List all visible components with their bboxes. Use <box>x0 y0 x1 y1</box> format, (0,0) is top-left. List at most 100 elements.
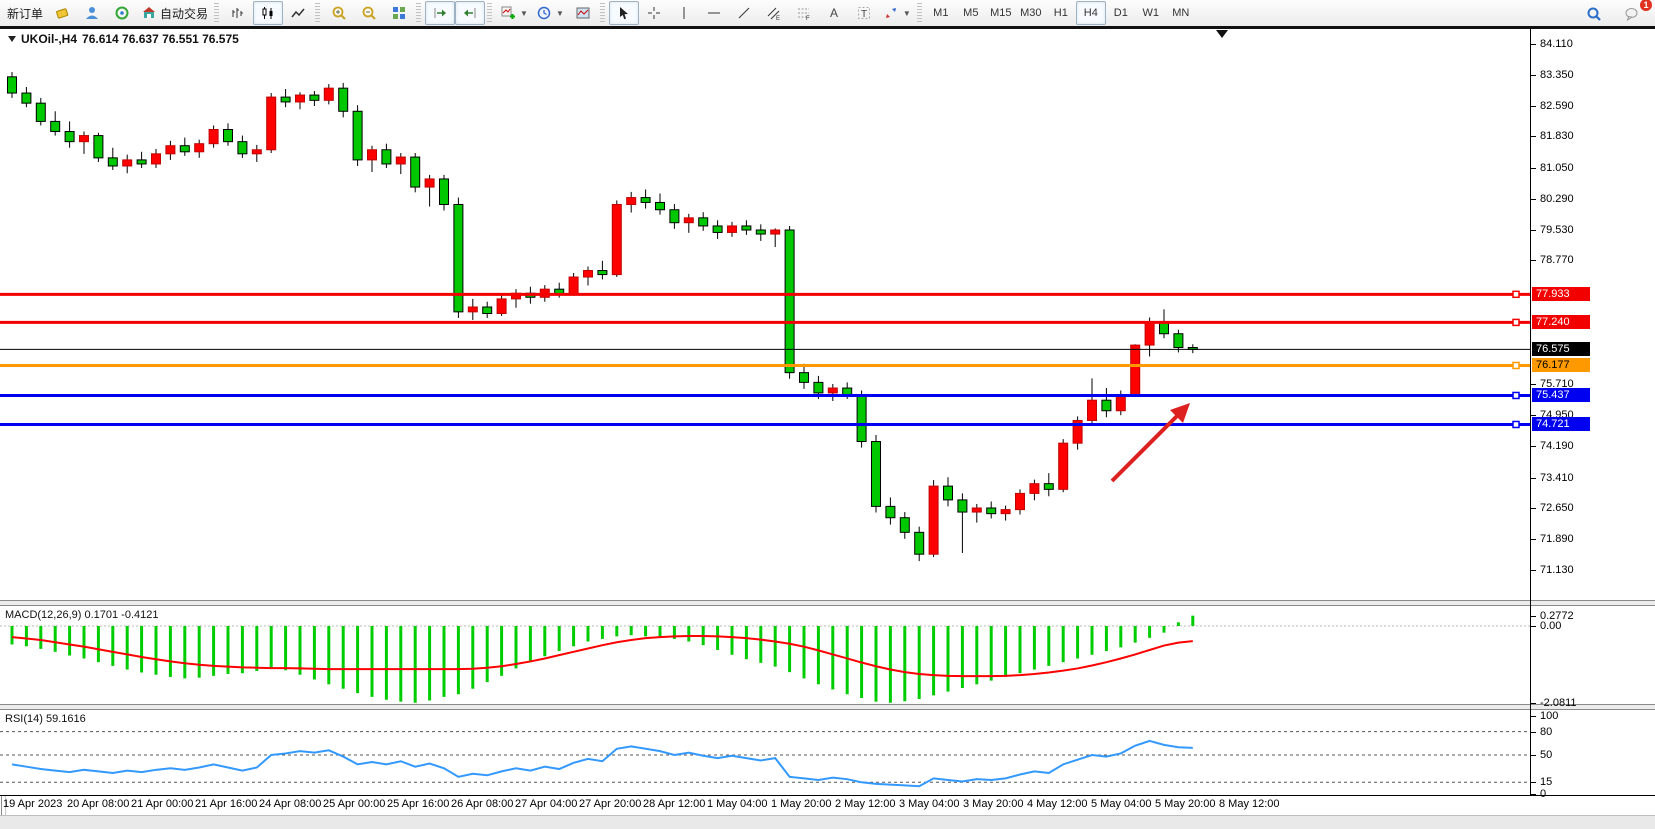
line-handle[interactable] <box>1512 290 1520 299</box>
tf-w1-button[interactable]: W1 <box>1136 1 1166 25</box>
toolbar-grip[interactable] <box>487 3 493 23</box>
axis-tick-label: 72.650 <box>1540 502 1574 514</box>
date-label: 25 Apr 16:00 <box>387 798 450 810</box>
panel-splitter[interactable] <box>0 704 1655 710</box>
line-handle[interactable] <box>1512 420 1520 429</box>
text-button[interactable]: A <box>819 1 849 25</box>
axis-tick-label: 0.00 <box>1540 620 1562 632</box>
toolbar-grip[interactable] <box>599 3 605 23</box>
arrows-button[interactable]: ▼ <box>879 1 915 25</box>
channel-icon: E <box>766 5 782 21</box>
macd-indicator-plot[interactable] <box>0 606 1530 704</box>
tf-m15-button[interactable]: M15 <box>986 1 1016 25</box>
candle <box>280 88 291 108</box>
autoscroll-icon <box>432 5 448 21</box>
tf-mn-button[interactable]: MN <box>1166 1 1196 25</box>
zoom-in-button[interactable] <box>324 1 354 25</box>
chat-button[interactable]: 1 <box>1617 0 1652 26</box>
template-icon <box>575 5 591 21</box>
axis-tick-label: 80.290 <box>1540 193 1574 205</box>
candle <box>309 91 320 107</box>
toolbar-grip[interactable] <box>315 3 321 23</box>
indicators-button[interactable]: ▼ <box>496 1 532 25</box>
tf-m5-button[interactable]: M5 <box>956 1 986 25</box>
line-chart-button[interactable] <box>283 1 313 25</box>
tf-mn-button-label: MN <box>1172 7 1190 19</box>
rsi-label: RSI(14) 59.1616 <box>5 713 86 725</box>
tf-d1-button[interactable]: D1 <box>1106 1 1136 25</box>
candle <box>928 480 939 558</box>
new-order-button[interactable]: 新订单 <box>3 1 47 25</box>
date-label: 24 Apr 08:00 <box>259 798 322 810</box>
trendline-button[interactable] <box>729 1 759 25</box>
navigator-button[interactable] <box>107 1 137 25</box>
chart-shift-button[interactable] <box>455 1 486 25</box>
toolbar-grip[interactable] <box>416 3 422 23</box>
text-label-button[interactable]: T <box>849 1 879 25</box>
candle <box>107 147 118 171</box>
axis-tick-label: 81.050 <box>1540 162 1574 174</box>
person-icon <box>84 5 100 21</box>
cursor-button[interactable] <box>608 1 639 25</box>
candlestick-button[interactable] <box>253 1 284 25</box>
zoom-out-button[interactable] <box>354 1 384 25</box>
axis-tick-label: 71.890 <box>1540 533 1574 545</box>
tiles-icon <box>391 5 407 21</box>
collapse-triangle-icon[interactable] <box>8 36 16 42</box>
toolbar-grip[interactable] <box>214 3 220 23</box>
chart-shift-marker[interactable] <box>1216 30 1228 38</box>
toolbar-grip[interactable] <box>916 3 922 23</box>
candle <box>367 145 377 173</box>
equidistant-channel-button[interactable]: E <box>759 1 789 25</box>
crosshair-button[interactable] <box>639 1 669 25</box>
price-chart-plot[interactable] <box>0 29 1530 600</box>
fibonacci-button[interactable]: F <box>789 1 819 25</box>
price-tag: 77.240 <box>1532 315 1590 329</box>
templates-button[interactable] <box>568 1 598 25</box>
chart-title: UKOil-,H4 76.614 76.637 76.551 76.575 <box>8 32 239 46</box>
horizontal-line-button[interactable] <box>699 1 729 25</box>
market-watch-button[interactable] <box>77 1 107 25</box>
candle <box>453 197 464 318</box>
candle <box>1187 344 1198 354</box>
order-ticket-icon-button[interactable] <box>47 1 77 25</box>
candle <box>899 512 910 539</box>
tf-m30-button[interactable]: M30 <box>1016 1 1046 25</box>
candle <box>151 148 161 169</box>
axis-tick <box>1531 168 1536 169</box>
auto-scroll-button[interactable] <box>425 1 456 25</box>
axis-tick-label: 80 <box>1540 726 1553 738</box>
axis-tick <box>1531 75 1536 76</box>
axis-tick-label: 74.190 <box>1540 440 1574 452</box>
chevron-down-icon[interactable]: ▼ <box>902 8 911 18</box>
chevron-down-icon[interactable]: ▼ <box>520 8 528 18</box>
auto-trading-button[interactable]: 自动交易 <box>137 1 212 25</box>
tf-h4-button[interactable]: H4 <box>1075 1 1106 25</box>
date-label: 28 Apr 12:00 <box>643 798 706 810</box>
candle <box>35 97 46 126</box>
tf-h1-button[interactable]: H1 <box>1046 1 1076 25</box>
candle <box>410 153 421 193</box>
zoomin-icon <box>331 5 347 21</box>
candle <box>712 220 723 239</box>
periods-button[interactable]: ▼ <box>532 1 568 25</box>
vertical-line-button[interactable] <box>669 1 699 25</box>
tile-windows-button[interactable] <box>384 1 414 25</box>
chevron-down-icon[interactable]: ▼ <box>555 8 564 18</box>
candle <box>1130 344 1141 397</box>
candle <box>871 435 881 513</box>
chart-window[interactable]: UKOil-,H4 76.614 76.637 76.551 76.575 MA… <box>0 26 1655 829</box>
axis-tick-label: -2.0811 <box>1540 697 1577 709</box>
bar-chart-button[interactable] <box>223 1 253 25</box>
up-arrow-annotation[interactable] <box>1110 403 1190 483</box>
rsi-indicator-plot[interactable] <box>0 710 1530 795</box>
panel-splitter[interactable] <box>0 600 1655 606</box>
candle <box>424 174 435 207</box>
date-label: 27 Apr 20:00 <box>579 798 642 810</box>
line-handle[interactable] <box>1512 361 1520 370</box>
tf-m1-button[interactable]: M1 <box>926 1 956 25</box>
search-button[interactable] <box>1579 2 1609 26</box>
line-handle[interactable] <box>1512 391 1520 400</box>
line-handle[interactable] <box>1512 318 1520 327</box>
date-label: 1 May 20:00 <box>771 798 832 810</box>
